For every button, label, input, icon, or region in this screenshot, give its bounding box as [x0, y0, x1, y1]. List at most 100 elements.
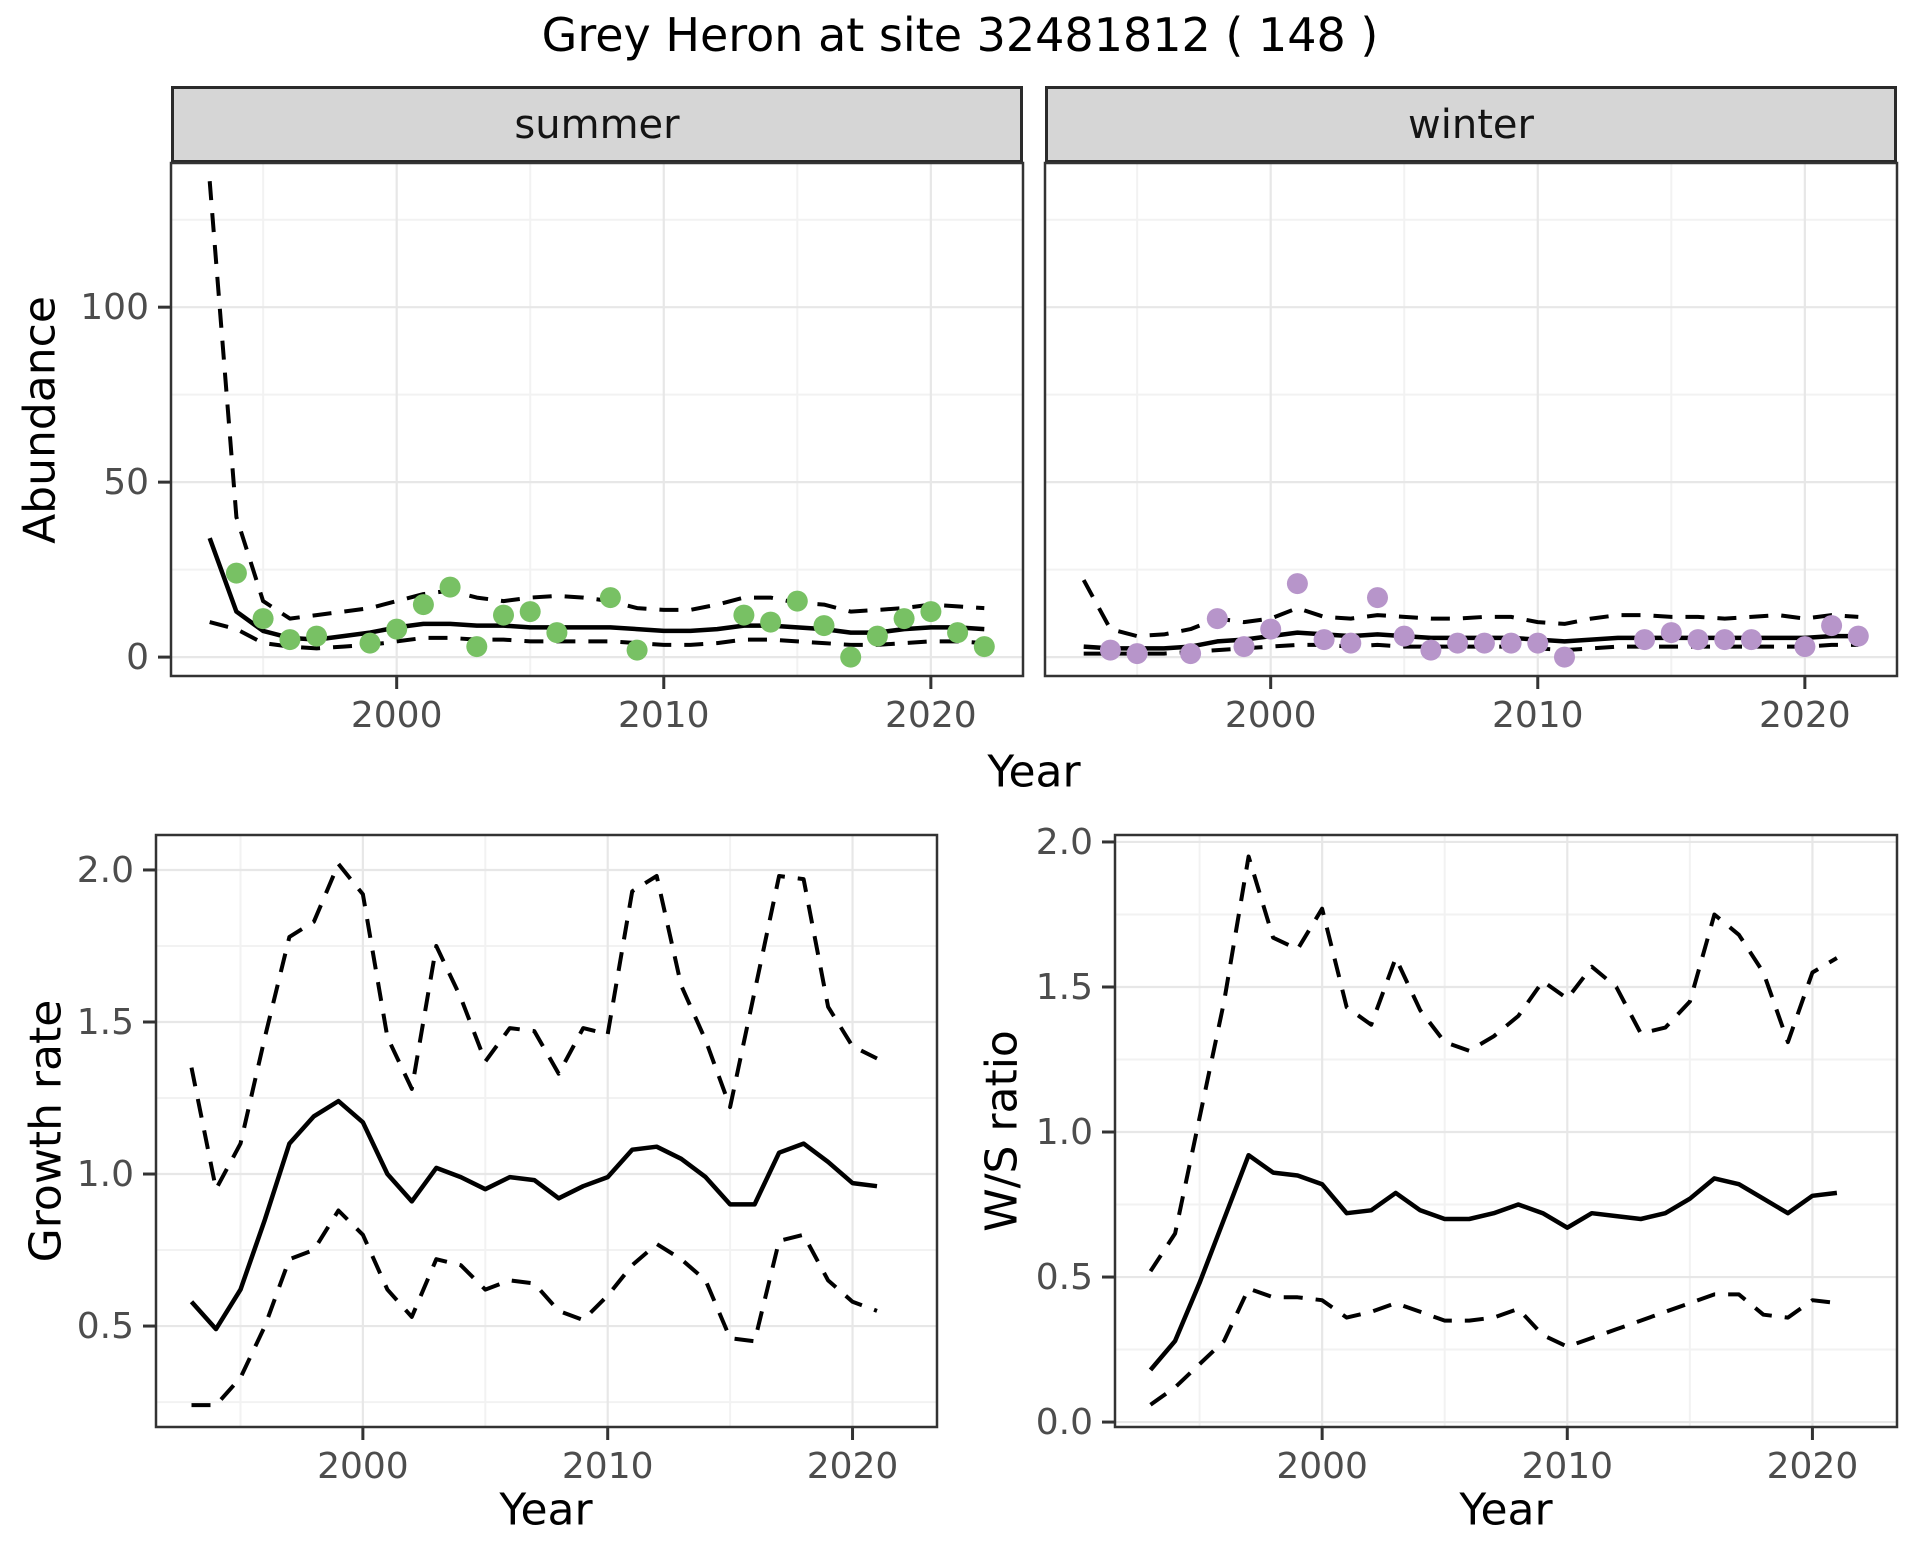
- data-point: [1313, 629, 1335, 651]
- data-point: [439, 576, 461, 598]
- data-point: [252, 608, 274, 630]
- data-point: [1473, 632, 1495, 654]
- series-line-upper-ci: [189, 861, 878, 1192]
- panel-border: [154, 833, 939, 1429]
- x-axis-title-year-bottom-right: Year: [1459, 1484, 1553, 1536]
- y-tick-label: 0.0: [1036, 1402, 1093, 1443]
- panel-ws-ratio: 2000 2010 2020 0.0 0.5 1.0 1.5 2.0: [1036, 822, 1899, 1487]
- data-point: [1099, 639, 1121, 661]
- x-tick-label: 2020: [1767, 1446, 1859, 1487]
- x-tick-label: 2010: [562, 1446, 654, 1487]
- x-tick-label: 2010: [1521, 1446, 1613, 1487]
- data-point: [840, 646, 862, 668]
- data-point: [1393, 625, 1415, 647]
- y-tick-label: 1.5: [1036, 967, 1093, 1008]
- x-tick-label: 2000: [1225, 695, 1317, 736]
- data-point: [1367, 587, 1388, 609]
- panel-border: [169, 161, 1025, 678]
- x-tick-label: 2000: [1276, 1446, 1368, 1487]
- plot-title: Grey Heron at site 32481812 ( 148 ): [541, 8, 1379, 62]
- data-point: [1687, 629, 1709, 651]
- data-point: [412, 594, 434, 616]
- data-point: [786, 590, 808, 612]
- series-line-median: [1148, 1152, 1838, 1372]
- panel-background: [156, 835, 937, 1427]
- x-tick-label: 2010: [618, 695, 710, 736]
- x-tick-label: 2010: [1492, 695, 1584, 736]
- facet-strip-summer: summer: [171, 86, 1023, 163]
- data-point: [1126, 643, 1148, 665]
- series-line-lower-ci: [209, 620, 985, 651]
- series-line-upper-ci: [207, 181, 985, 621]
- panel-background: [1045, 163, 1897, 676]
- data-point: [466, 636, 488, 658]
- panel-border: [1043, 161, 1899, 678]
- data-point: [1233, 636, 1255, 658]
- facet-strip-summer-label: summer: [514, 101, 680, 148]
- data-point: [866, 625, 888, 647]
- data-point: [760, 611, 782, 633]
- data-point: [359, 632, 381, 654]
- data-point: [386, 618, 408, 640]
- panel-background: [171, 163, 1023, 676]
- data-point: [1554, 646, 1575, 668]
- data-point: [225, 562, 247, 584]
- y-tick-label: 0: [126, 637, 149, 678]
- x-tick-label: 2020: [885, 695, 977, 736]
- x-axis-title-year-bottom-left: Year: [499, 1484, 593, 1536]
- data-point: [1821, 615, 1843, 637]
- data-point: [1794, 636, 1816, 658]
- data-point: [279, 629, 301, 651]
- data-point: [599, 587, 621, 609]
- y-tick-label: 1.0: [77, 1154, 134, 1195]
- facet-strip-winter-label: winter: [1408, 101, 1534, 148]
- series-line-median: [189, 1098, 878, 1332]
- data-point: [1260, 618, 1282, 640]
- data-point: [813, 615, 835, 637]
- y-tick-label: 100: [80, 287, 149, 328]
- data-point: [947, 622, 969, 644]
- facet-strip-winter: winter: [1045, 86, 1897, 163]
- data-point: [1340, 632, 1362, 654]
- data-point: [1847, 625, 1869, 647]
- panel-growth-rate: 2000 2010 2020 0.5 1.0 1.5 2.0: [77, 833, 939, 1487]
- series-line-median: [207, 537, 985, 642]
- x-tick-label: 2000: [351, 695, 443, 736]
- data-point: [1447, 632, 1469, 654]
- data-point: [306, 625, 328, 647]
- y-tick-label: 1.5: [77, 1002, 134, 1043]
- y-tick-label: 2.0: [77, 850, 134, 891]
- data-point: [1740, 629, 1762, 651]
- y-tick-label: 2.0: [1036, 822, 1093, 863]
- data-point: [1206, 608, 1228, 630]
- data-point: [1714, 629, 1736, 651]
- x-axis-title-year-top: Year: [987, 746, 1081, 798]
- panel-abundance-summer: 2000 2010 2020 0 50 100: [80, 161, 1025, 736]
- data-point: [1500, 632, 1522, 654]
- data-point: [1420, 639, 1442, 661]
- data-point: [920, 601, 942, 623]
- y-tick-label: 0.5: [1036, 1257, 1093, 1298]
- x-tick-label: 2020: [807, 1446, 899, 1487]
- panel-abundance-winter: 2000 2010 2020: [1043, 161, 1899, 736]
- series-line-lower-ci: [1149, 1286, 1838, 1407]
- data-point: [893, 608, 915, 630]
- data-point: [546, 622, 568, 644]
- x-tick-label: 2000: [317, 1446, 409, 1487]
- data-point: [1180, 643, 1202, 665]
- y-tick-label: 1.0: [1036, 1112, 1093, 1153]
- series-line-upper-ci: [1148, 854, 1838, 1273]
- y-tick-label: 50: [103, 462, 149, 503]
- data-point: [973, 636, 995, 658]
- series-line-lower-ci: [191, 1208, 878, 1408]
- data-point: [626, 639, 648, 661]
- x-tick-label: 2020: [1759, 695, 1851, 736]
- data-point: [1634, 629, 1656, 651]
- data-point: [1286, 573, 1308, 595]
- y-tick-label: 0.5: [77, 1306, 134, 1347]
- data-point: [519, 601, 541, 623]
- data-point: [1527, 632, 1549, 654]
- data-point: [733, 604, 755, 626]
